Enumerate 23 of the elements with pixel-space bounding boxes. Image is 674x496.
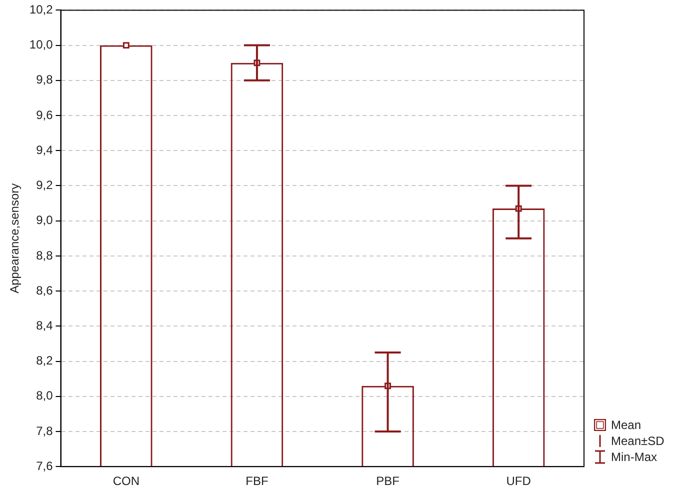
point [122, 42, 130, 49]
y-tick-label: 7,8 [36, 424, 54, 438]
y-tick-label: 8,6 [36, 283, 54, 298]
x-tick-label: UFD [506, 474, 532, 488]
y-tick-label: 8,0 [36, 388, 54, 403]
y-tick-label: 9,6 [36, 108, 54, 122]
y-axis-title: Appearance,sensory [8, 183, 22, 294]
x-tick-label: CON [112, 474, 140, 488]
y-tick-label: 10,0 [29, 38, 54, 52]
y-tick-label: 10,2 [29, 2, 54, 17]
text: Mean±SD [611, 434, 664, 448]
y-tick-label: 9,4 [36, 142, 54, 157]
x-tick-label: PBF [376, 474, 400, 488]
y-tick-label: 9,2 [36, 178, 54, 192]
y-tick-label: 8,4 [36, 318, 54, 332]
y-tick-label: 9,8 [36, 72, 54, 87]
text: Min-Max [611, 450, 658, 464]
y-tick-label: 7,6 [36, 458, 54, 473]
legend-label: Mean [611, 418, 642, 432]
x-tick-label: FBF [246, 474, 268, 488]
y-tick-label: 8,2 [36, 354, 54, 368]
y-tick-label: 9,0 [36, 213, 54, 228]
y-tick-label: 8,8 [36, 248, 54, 262]
